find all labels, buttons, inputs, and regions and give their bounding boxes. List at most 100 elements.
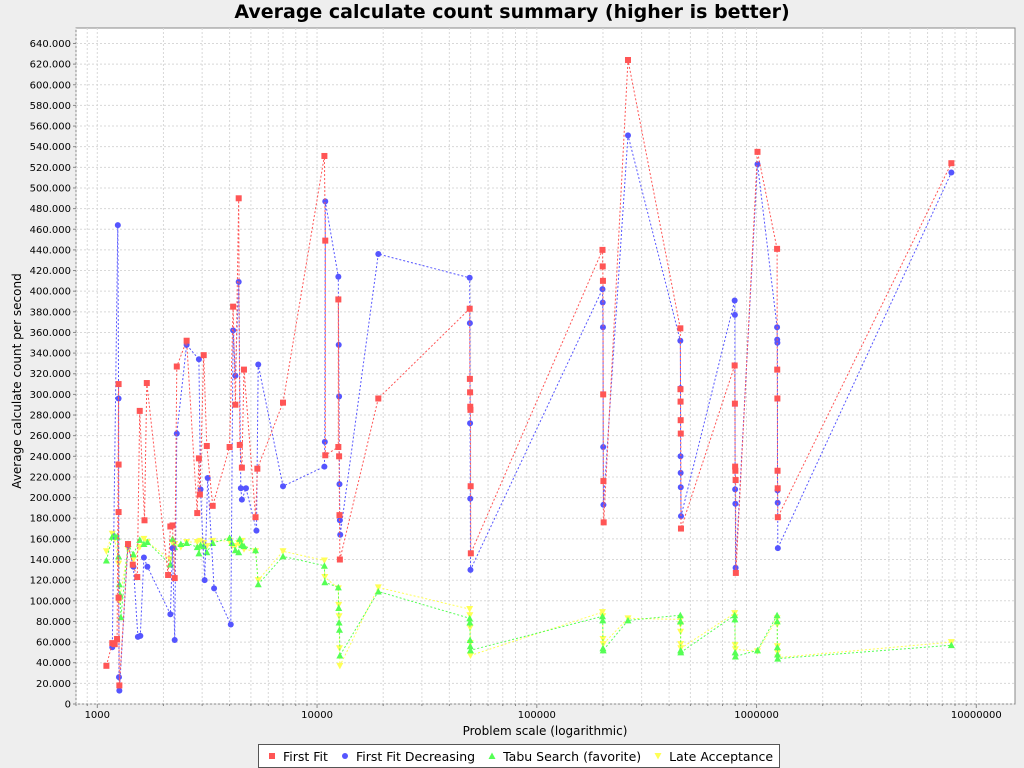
data-point (677, 386, 684, 393)
legend-item: Tabu Search (favorite) (485, 749, 641, 764)
legend-label: Late Acceptance (669, 748, 774, 764)
data-point (599, 299, 606, 306)
data-point (321, 578, 329, 586)
legend-marker (488, 752, 496, 759)
data-point (116, 687, 123, 694)
data-point (624, 56, 631, 63)
y-tick-label: 100.000 (30, 596, 71, 607)
legend-item: First Fit (265, 749, 328, 764)
y-tick-label: 140.000 (30, 555, 71, 566)
data-point (238, 496, 245, 503)
data-point (136, 407, 143, 414)
data-point (677, 628, 685, 636)
data-point (255, 361, 262, 368)
data-point (321, 438, 328, 445)
data-point (238, 464, 245, 471)
data-point (322, 452, 329, 459)
data-point (731, 311, 738, 318)
legend-marker-shape (341, 753, 348, 759)
data-point (209, 502, 216, 509)
data-point (754, 148, 761, 155)
y-tick-label: 300.000 (30, 390, 71, 401)
data-point (599, 277, 606, 284)
data-point (677, 513, 684, 520)
data-point (677, 525, 684, 532)
data-point (140, 540, 148, 548)
data-point (115, 461, 122, 468)
y-tick-label: 180.000 (30, 514, 71, 525)
data-point (624, 132, 631, 139)
data-point (774, 514, 781, 521)
data-point (197, 537, 205, 545)
data-point (321, 152, 328, 159)
data-point (676, 611, 684, 619)
data-point (237, 485, 244, 492)
data-point (196, 491, 203, 498)
x-tick-label: 100000 (518, 710, 556, 721)
data-point (336, 651, 344, 659)
data-point (230, 303, 237, 310)
legend-label: First Fit (283, 748, 328, 764)
data-point (252, 546, 260, 554)
data-point (731, 297, 738, 304)
data-point (129, 561, 136, 568)
y-tick-label: 620.000 (30, 60, 71, 71)
y-tick-label: 40.000 (36, 658, 71, 669)
x-tick-label: 10000 (301, 710, 333, 721)
data-point (677, 430, 684, 437)
data-point (466, 636, 474, 644)
data-point (466, 624, 474, 632)
legend-marker (269, 753, 275, 759)
legend-item: First Fit Decreasing (338, 749, 475, 764)
data-point (335, 618, 343, 626)
data-point (171, 575, 178, 582)
y-tick-label: 580.000 (30, 101, 71, 112)
data-point (336, 556, 343, 563)
data-point (677, 417, 684, 424)
data-point (599, 263, 606, 270)
data-point (677, 469, 684, 476)
series-first-fit (103, 56, 955, 689)
data-point (467, 483, 474, 490)
data-point (177, 540, 185, 548)
data-point (171, 637, 178, 644)
x-tick-label: 10000000 (951, 710, 1002, 721)
data-point (334, 583, 342, 591)
data-point (731, 611, 739, 619)
data-point (600, 444, 607, 451)
data-point (677, 617, 685, 625)
x-tick-label: 1000 (85, 710, 110, 721)
data-point (773, 643, 781, 651)
data-point (732, 463, 739, 470)
y-tick-label: 0 (65, 700, 71, 711)
series-line-first-fit (105, 59, 952, 686)
data-point (947, 641, 955, 649)
data-point (467, 550, 474, 557)
legend: First Fit First Fit Decreasing Tabu Search… (258, 744, 781, 768)
data-point (774, 245, 781, 252)
data-point (731, 362, 738, 369)
data-point (774, 650, 782, 658)
legend-item: Late Acceptance (651, 749, 773, 764)
data-point (194, 510, 201, 517)
x-tick-label: 1000000 (734, 710, 779, 721)
data-point (375, 251, 382, 258)
data-point (236, 441, 243, 448)
data-point (336, 512, 343, 519)
legend-marker-shape (488, 752, 496, 759)
data-point (677, 337, 684, 344)
x-axis-label: Problem scale (logarithmic) (463, 724, 628, 738)
data-point (254, 465, 261, 472)
data-point (948, 160, 955, 167)
data-point (322, 237, 329, 244)
legend-marker-shape (269, 753, 275, 759)
x-axis-ticks: 1000 10000 100000 1000000 10000000 (75, 704, 1002, 721)
data-point (240, 542, 248, 550)
data-point (375, 395, 382, 402)
y-tick-label: 20.000 (36, 679, 71, 690)
data-point (140, 554, 147, 561)
legend-marker (654, 753, 662, 760)
data-point (226, 444, 233, 451)
data-point (279, 552, 287, 560)
